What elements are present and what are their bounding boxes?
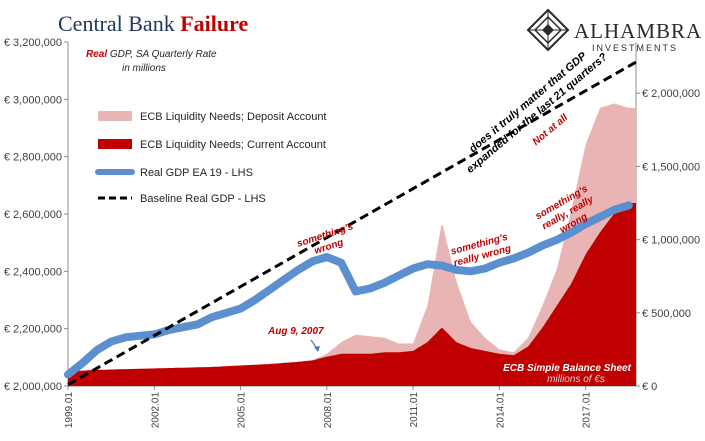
left-tick-label: € 2,200,000 [4, 324, 62, 336]
annotation-question-line1: does it truly matter that GDP [467, 50, 589, 155]
annotation-aug-2007-text: Aug 9, 2007 [267, 326, 324, 337]
legend-label: ECB Liquidity Needs; Deposit Account [140, 111, 327, 123]
baseline-gdp-line [67, 60, 637, 386]
real-gdp-line [64, 201, 633, 379]
right-axis-ticks: € 0 € 500,000 € 1,000,000 € 1,500,000 € 2,00… [636, 88, 700, 393]
x-tick-label: 2011.01 [409, 392, 420, 428]
right-tick-label: € 1,500,000 [642, 161, 700, 173]
subtitle-line2: in millions [122, 63, 166, 74]
legend: ECB Liquidity Needs; Deposit Account ECB … [95, 111, 327, 205]
right-axis-units: millions of €s [547, 374, 605, 385]
legend-label: Real GDP EA 19 - LHS [140, 167, 253, 179]
x-tick-label: 2017.01 [582, 392, 593, 429]
x-tick-label: 2014.01 [495, 392, 506, 429]
annotation-aug-2007: Aug 9, 2007 [267, 326, 324, 352]
x-tick-label: 1999.01 [64, 392, 75, 429]
legend-swatch [98, 111, 132, 121]
title-part1: Central Bank [58, 11, 180, 36]
x-axis-ticks: 1999.01 2002.01 2005.01 2008.01 2011.01 2014.… [64, 386, 593, 428]
subtitle-real: Real [86, 49, 107, 60]
legend-swatch [98, 139, 132, 149]
alhambra-diamond-logo-icon [526, 8, 570, 52]
left-tick-label: € 2,800,000 [4, 152, 62, 164]
x-tick-label: 2008.01 [323, 392, 334, 429]
annotation-arrowhead [314, 346, 320, 352]
left-tick-label: € 2,600,000 [4, 209, 62, 221]
left-axis-ticks: € 2,000,000 € 2,200,000 € 2,400,000 € 2,600… [4, 37, 68, 393]
x-tick-label: 2002.01 [150, 392, 161, 429]
legend-label: Baseline Real GDP - LHS [140, 193, 266, 205]
logo-name: Alhambra [574, 19, 702, 43]
left-tick-label: € 2,400,000 [4, 266, 62, 278]
right-tick-label: € 500,000 [642, 308, 691, 320]
right-tick-label: € 0 [642, 381, 657, 393]
x-tick-label: 2005.01 [237, 392, 248, 429]
left-tick-label: € 2,000,000 [4, 381, 62, 393]
right-tick-label: € 1,000,000 [642, 235, 700, 247]
subtitle-rest: GDP, SA Quarterly Rate [107, 49, 217, 60]
line-series [64, 60, 637, 386]
right-axis-title: ECB Simple Balance Sheet [503, 363, 631, 374]
chart-title: Central Bank Failure [58, 11, 248, 36]
left-tick-label: € 3,200,000 [4, 37, 62, 49]
right-tick-label: € 2,000,000 [642, 88, 700, 100]
logo-subtitle: INVESTMENTS [592, 43, 678, 53]
legend-label: ECB Liquidity Needs; Current Account [140, 139, 326, 151]
title-part2: Failure [180, 11, 248, 36]
current-account-area [68, 203, 636, 386]
chart-subtitle: Real GDP, SA Quarterly Rate [86, 49, 217, 60]
left-tick-label: € 3,000,000 [4, 94, 62, 106]
current-account-series [68, 203, 636, 386]
